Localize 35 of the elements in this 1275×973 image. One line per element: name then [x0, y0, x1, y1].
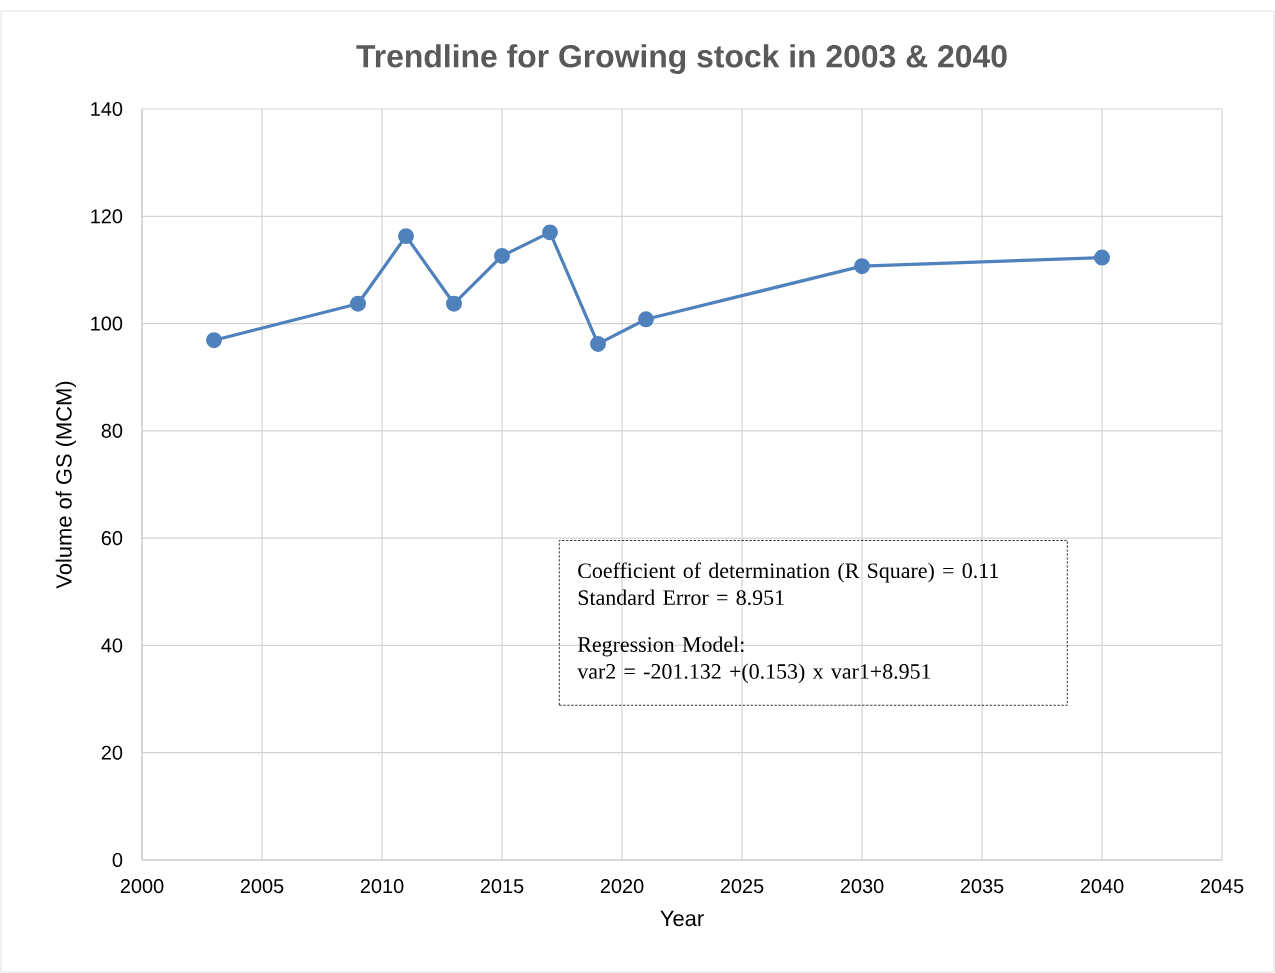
point: [398, 228, 414, 245]
x-tick-label: 2020: [600, 879, 644, 894]
y-tick-label: 60: [101, 531, 123, 546]
x-tick-label: 2015: [480, 879, 524, 894]
x-axis-title: Year: [660, 910, 704, 927]
chart-title: Trendline for Growing stock in 2003 & 2040: [356, 44, 1007, 74]
annotation: Coefficient of determination (R Square) = 0.11: [578, 562, 998, 583]
x-tick-label: 2025: [720, 879, 764, 894]
y-tick-label: 80: [101, 423, 123, 438]
x-tick-label: 2030: [840, 879, 884, 894]
y-axis-title: Volume of GS (MCM): [55, 381, 77, 589]
annotation: Regression Model:: [577, 636, 744, 657]
annotation: var2 = -201.132 +(0.153) x var1+8.951: [577, 663, 931, 684]
point: [446, 295, 462, 312]
x-tick-label: 2035: [960, 879, 1004, 894]
point: [854, 258, 870, 275]
y-tick-label: 0: [112, 852, 123, 868]
y-tick-label: 20: [101, 745, 123, 760]
point: [350, 295, 366, 312]
x-tick-label: 2010: [360, 879, 404, 894]
x-tick-label: 2005: [240, 879, 284, 894]
annotation: Standard Error = 8.951: [578, 589, 784, 606]
y-tick-label: 100: [91, 316, 123, 331]
point: [494, 248, 510, 264]
point: [206, 332, 222, 349]
x-tick-label: 2040: [1080, 879, 1124, 894]
point: [638, 311, 654, 328]
point: [590, 335, 606, 352]
y-tick-label: 40: [101, 638, 123, 653]
x-tick-label: 2000: [120, 879, 164, 894]
point: [1094, 249, 1110, 266]
point: [542, 224, 558, 241]
y-tick-label: 140: [91, 101, 123, 117]
y-tick-label: 120: [91, 209, 123, 224]
x-tick-label: 2045: [1200, 879, 1244, 894]
